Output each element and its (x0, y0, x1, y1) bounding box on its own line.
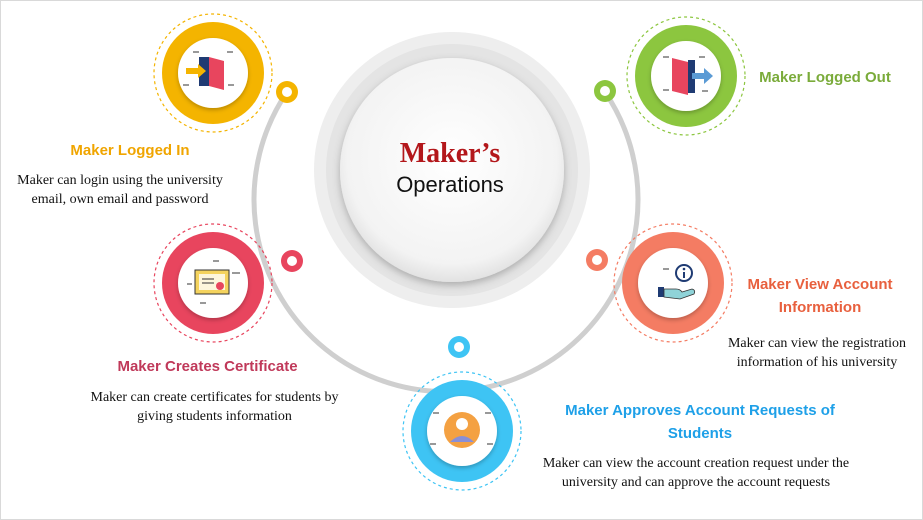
logged-out-title: Maker Logged Out (759, 69, 891, 86)
view-account-description: Maker can view the registration informat… (727, 336, 907, 370)
connector-dot-green (594, 80, 616, 102)
logged-in-title: Maker Logged In (70, 142, 190, 159)
approves-requests-description: Maker can view the account creation requ… (542, 456, 850, 490)
creates-certificate-title: Maker Creates Certificate (117, 358, 298, 375)
view-account-title: Maker View Account Information (747, 276, 893, 316)
logged-in-description: Maker can login using the university ema… (17, 173, 223, 207)
certificate-icon (187, 260, 240, 304)
node-approves-requests (402, 371, 522, 491)
center-title-line2: Operations (396, 172, 504, 197)
door-enter-icon (183, 51, 234, 90)
student-avatar-icon (430, 412, 493, 448)
connector-dot-yellow (276, 81, 298, 103)
node-view-account (613, 223, 733, 343)
door-exit-icon (663, 56, 713, 95)
center-title-line1: Maker’s (399, 138, 501, 169)
connector-dot-orange (586, 249, 608, 271)
info-hand-icon (658, 264, 696, 300)
node-logged-in (153, 13, 273, 133)
connector-dot-blue (448, 336, 470, 358)
center-circle (314, 32, 590, 308)
connector-dot-red (281, 250, 303, 272)
node-logged-out (626, 16, 746, 136)
node-creates-certificate (153, 223, 273, 343)
approves-requests-title: Maker Approves Account Requests of Stude… (565, 402, 835, 442)
creates-certificate-description: Maker can create certificates for studen… (90, 390, 339, 424)
